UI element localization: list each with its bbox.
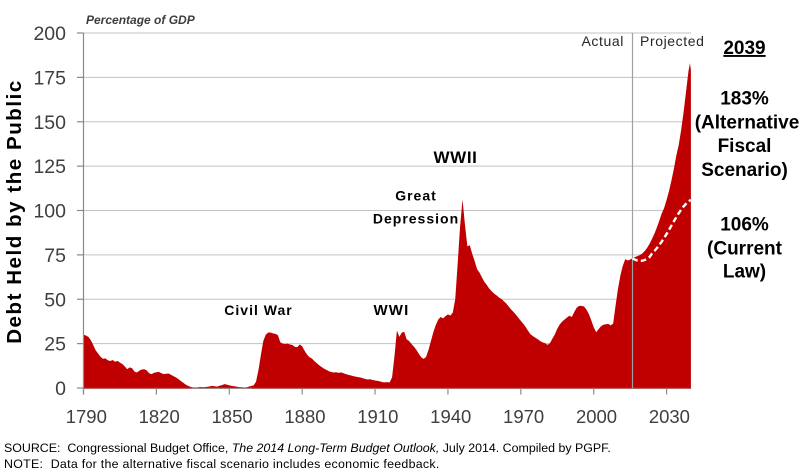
svg-text:1940: 1940 <box>430 406 471 427</box>
svg-text:25: 25 <box>44 334 66 356</box>
svg-text:2039: 2039 <box>723 38 765 59</box>
svg-text:Law): Law) <box>723 262 766 283</box>
svg-text:2030: 2030 <box>649 406 690 427</box>
svg-text:Debt Held by the Public: Debt Held by the Public <box>3 79 26 344</box>
svg-text:Fiscal: Fiscal <box>718 136 772 157</box>
svg-text:125: 125 <box>33 156 66 178</box>
svg-text:WWI: WWI <box>373 302 409 319</box>
svg-text:WWII: WWII <box>434 148 478 167</box>
svg-text:NOTE: Data for the alternativ: NOTE: Data for the alternative fiscal sc… <box>4 457 440 471</box>
svg-text:1850: 1850 <box>212 406 253 427</box>
svg-text:150: 150 <box>33 112 66 134</box>
svg-text:Scenario): Scenario) <box>701 160 788 181</box>
svg-text:183%: 183% <box>720 89 769 110</box>
svg-text:1790: 1790 <box>66 406 107 427</box>
svg-text:100: 100 <box>33 201 66 223</box>
svg-text:Percentage of GDP: Percentage of GDP <box>86 13 196 27</box>
svg-text:1820: 1820 <box>139 406 180 427</box>
svg-text:Actual: Actual <box>581 33 624 49</box>
svg-text:1910: 1910 <box>357 406 398 427</box>
svg-text:50: 50 <box>44 289 66 311</box>
svg-text:200: 200 <box>33 23 66 45</box>
svg-text:(Current: (Current <box>707 238 783 259</box>
svg-text:SOURCE: Congressional Budget: SOURCE: Congressional Budget Office, The… <box>4 441 611 455</box>
svg-text:Depression: Depression <box>373 211 459 227</box>
svg-text:2000: 2000 <box>576 406 617 427</box>
svg-text:1880: 1880 <box>284 406 325 427</box>
svg-text:175: 175 <box>33 67 66 89</box>
svg-text:(Alternative: (Alternative <box>695 113 800 134</box>
svg-text:Great: Great <box>395 188 437 204</box>
svg-text:106%: 106% <box>720 214 769 235</box>
svg-text:75: 75 <box>44 245 66 267</box>
svg-text:1970: 1970 <box>503 406 544 427</box>
svg-text:0: 0 <box>55 378 66 400</box>
svg-text:Projected: Projected <box>640 33 705 49</box>
svg-text:Civil War: Civil War <box>224 302 292 318</box>
